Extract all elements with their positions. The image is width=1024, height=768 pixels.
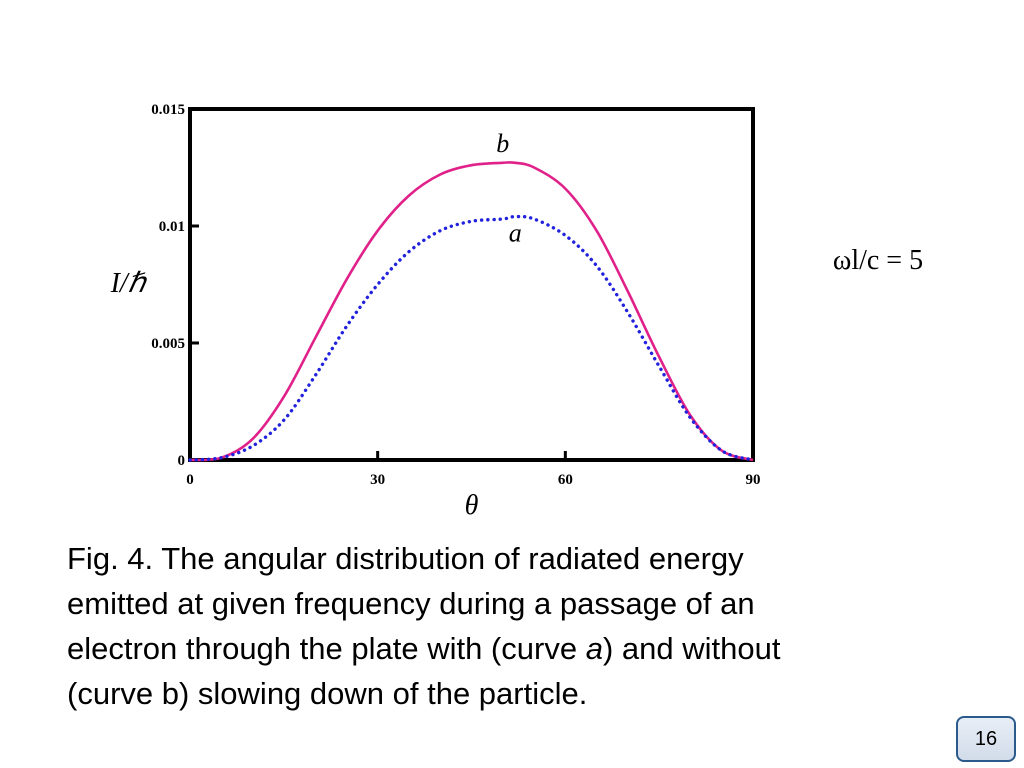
x-tick-label: 60 (558, 472, 573, 488)
figure-caption: Fig. 4. The angular distribution of radi… (67, 536, 957, 716)
caption-line-3: electron through the plate with (curve a… (67, 626, 957, 671)
y-tick-label: 0.01 (159, 219, 185, 235)
x-axis-label: θ (465, 490, 479, 521)
curve-label-a: a (509, 219, 522, 248)
plot-frame (188, 107, 755, 462)
caption-line-3-start: electron through the plate with (curve (67, 631, 586, 666)
caption-line-3-end: ) and without (602, 631, 781, 666)
series-curve-b (189, 161, 754, 462)
parameter-annotation: ωl/c = 5 (833, 245, 923, 276)
x-tick-label: 0 (186, 472, 194, 488)
series-curve-a (188, 214, 755, 462)
curve-label-b: b (496, 129, 509, 158)
page-number-badge: 16 (956, 716, 1016, 762)
y-axis-label: I/ℏ (110, 268, 148, 299)
caption-line-2: emitted at given frequency during a pass… (67, 586, 755, 621)
y-tick-label: 0 (178, 453, 186, 469)
y-tick-label: 0.015 (151, 102, 185, 118)
x-tick-label: 30 (370, 472, 385, 488)
chart: 0 30 60 90 0 0.005 0.01 0.015 b a θ I/ℏ ωl/c = 5 (110, 102, 924, 521)
caption-line-4: (curve b) slowing down of the particle. (67, 676, 588, 711)
y-tick-label: 0.005 (151, 336, 185, 352)
caption-line-1: Fig. 4. The angular distribution of radi… (67, 541, 744, 576)
x-tick-label: 90 (746, 472, 761, 488)
page-number: 16 (974, 727, 998, 750)
caption-curve-a: a (585, 631, 603, 666)
